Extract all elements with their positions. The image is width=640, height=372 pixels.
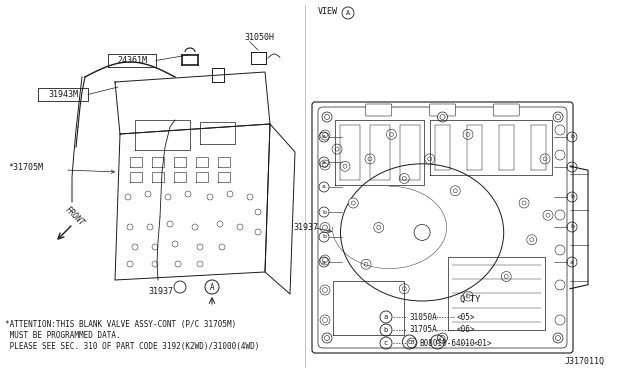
Text: Q'TY: Q'TY (460, 295, 481, 304)
FancyBboxPatch shape (365, 104, 392, 116)
Circle shape (501, 272, 511, 282)
Circle shape (451, 186, 460, 196)
Text: *ATTENTION:THIS BLANK VALVE ASSY-CONT (P/C 31705M): *ATTENTION:THIS BLANK VALVE ASSY-CONT (P… (5, 320, 236, 328)
Text: 31705A: 31705A (410, 326, 438, 334)
Text: <05>: <05> (457, 312, 476, 321)
Text: VIEW: VIEW (318, 7, 338, 16)
FancyBboxPatch shape (429, 104, 456, 116)
Text: a: a (322, 185, 326, 189)
Text: B: B (410, 340, 413, 346)
Circle shape (555, 280, 565, 290)
Circle shape (463, 129, 473, 140)
Text: 31937: 31937 (148, 287, 173, 296)
Text: c: c (435, 339, 439, 345)
Circle shape (555, 245, 565, 255)
Circle shape (332, 144, 342, 154)
Text: <01>: <01> (474, 339, 493, 347)
Text: a: a (570, 164, 574, 170)
Text: b: b (570, 224, 574, 230)
Circle shape (555, 150, 565, 160)
Circle shape (399, 284, 409, 294)
Text: b: b (570, 195, 574, 199)
Text: J317011Q: J317011Q (565, 357, 605, 366)
Circle shape (320, 160, 330, 170)
Circle shape (553, 333, 563, 343)
Text: b: b (570, 135, 574, 140)
Text: a: a (384, 314, 388, 320)
Text: B08010-64010: B08010-64010 (419, 339, 474, 347)
Circle shape (527, 235, 537, 245)
Circle shape (463, 291, 473, 301)
Circle shape (320, 130, 330, 140)
Text: a: a (322, 135, 326, 140)
Circle shape (438, 333, 447, 343)
Circle shape (320, 222, 330, 232)
Circle shape (553, 112, 563, 122)
FancyBboxPatch shape (493, 104, 519, 116)
Text: 31943M: 31943M (48, 90, 78, 99)
Circle shape (320, 255, 330, 265)
Text: 31050A: 31050A (410, 312, 438, 321)
Text: PLEASE SEE SEC. 310 OF PART CODE 3192(K2WD)/31000(4WD): PLEASE SEE SEC. 310 OF PART CODE 3192(K2… (5, 341, 259, 350)
Circle shape (555, 210, 565, 220)
Circle shape (320, 315, 330, 325)
Text: <06>: <06> (457, 326, 476, 334)
Text: c: c (384, 340, 388, 346)
Text: A: A (346, 10, 350, 16)
Circle shape (555, 315, 565, 325)
Circle shape (540, 154, 550, 164)
Text: c: c (408, 339, 412, 345)
Circle shape (519, 198, 529, 208)
Text: b: b (322, 234, 326, 240)
Circle shape (365, 154, 375, 164)
Circle shape (322, 333, 332, 343)
Text: b: b (384, 327, 388, 333)
Circle shape (387, 129, 397, 140)
Circle shape (543, 210, 553, 220)
Circle shape (438, 112, 447, 122)
Circle shape (399, 173, 409, 183)
Circle shape (425, 154, 435, 164)
Circle shape (348, 198, 358, 208)
Circle shape (340, 161, 350, 171)
Text: A: A (210, 282, 214, 292)
Circle shape (361, 259, 371, 269)
Text: 24361M: 24361M (117, 56, 147, 65)
Text: MUST BE PROGRAMMED DATA.: MUST BE PROGRAMMED DATA. (5, 330, 120, 340)
Text: a: a (322, 160, 326, 164)
Text: a: a (570, 260, 574, 264)
Text: 31050H: 31050H (244, 33, 274, 42)
Circle shape (320, 285, 330, 295)
Text: b: b (322, 209, 326, 215)
Circle shape (555, 125, 565, 135)
Text: FRONT: FRONT (63, 205, 86, 228)
Circle shape (322, 112, 332, 122)
Text: a: a (322, 260, 326, 264)
Text: 31937: 31937 (293, 223, 318, 232)
Text: *31705M: *31705M (8, 163, 43, 172)
Circle shape (374, 222, 384, 232)
